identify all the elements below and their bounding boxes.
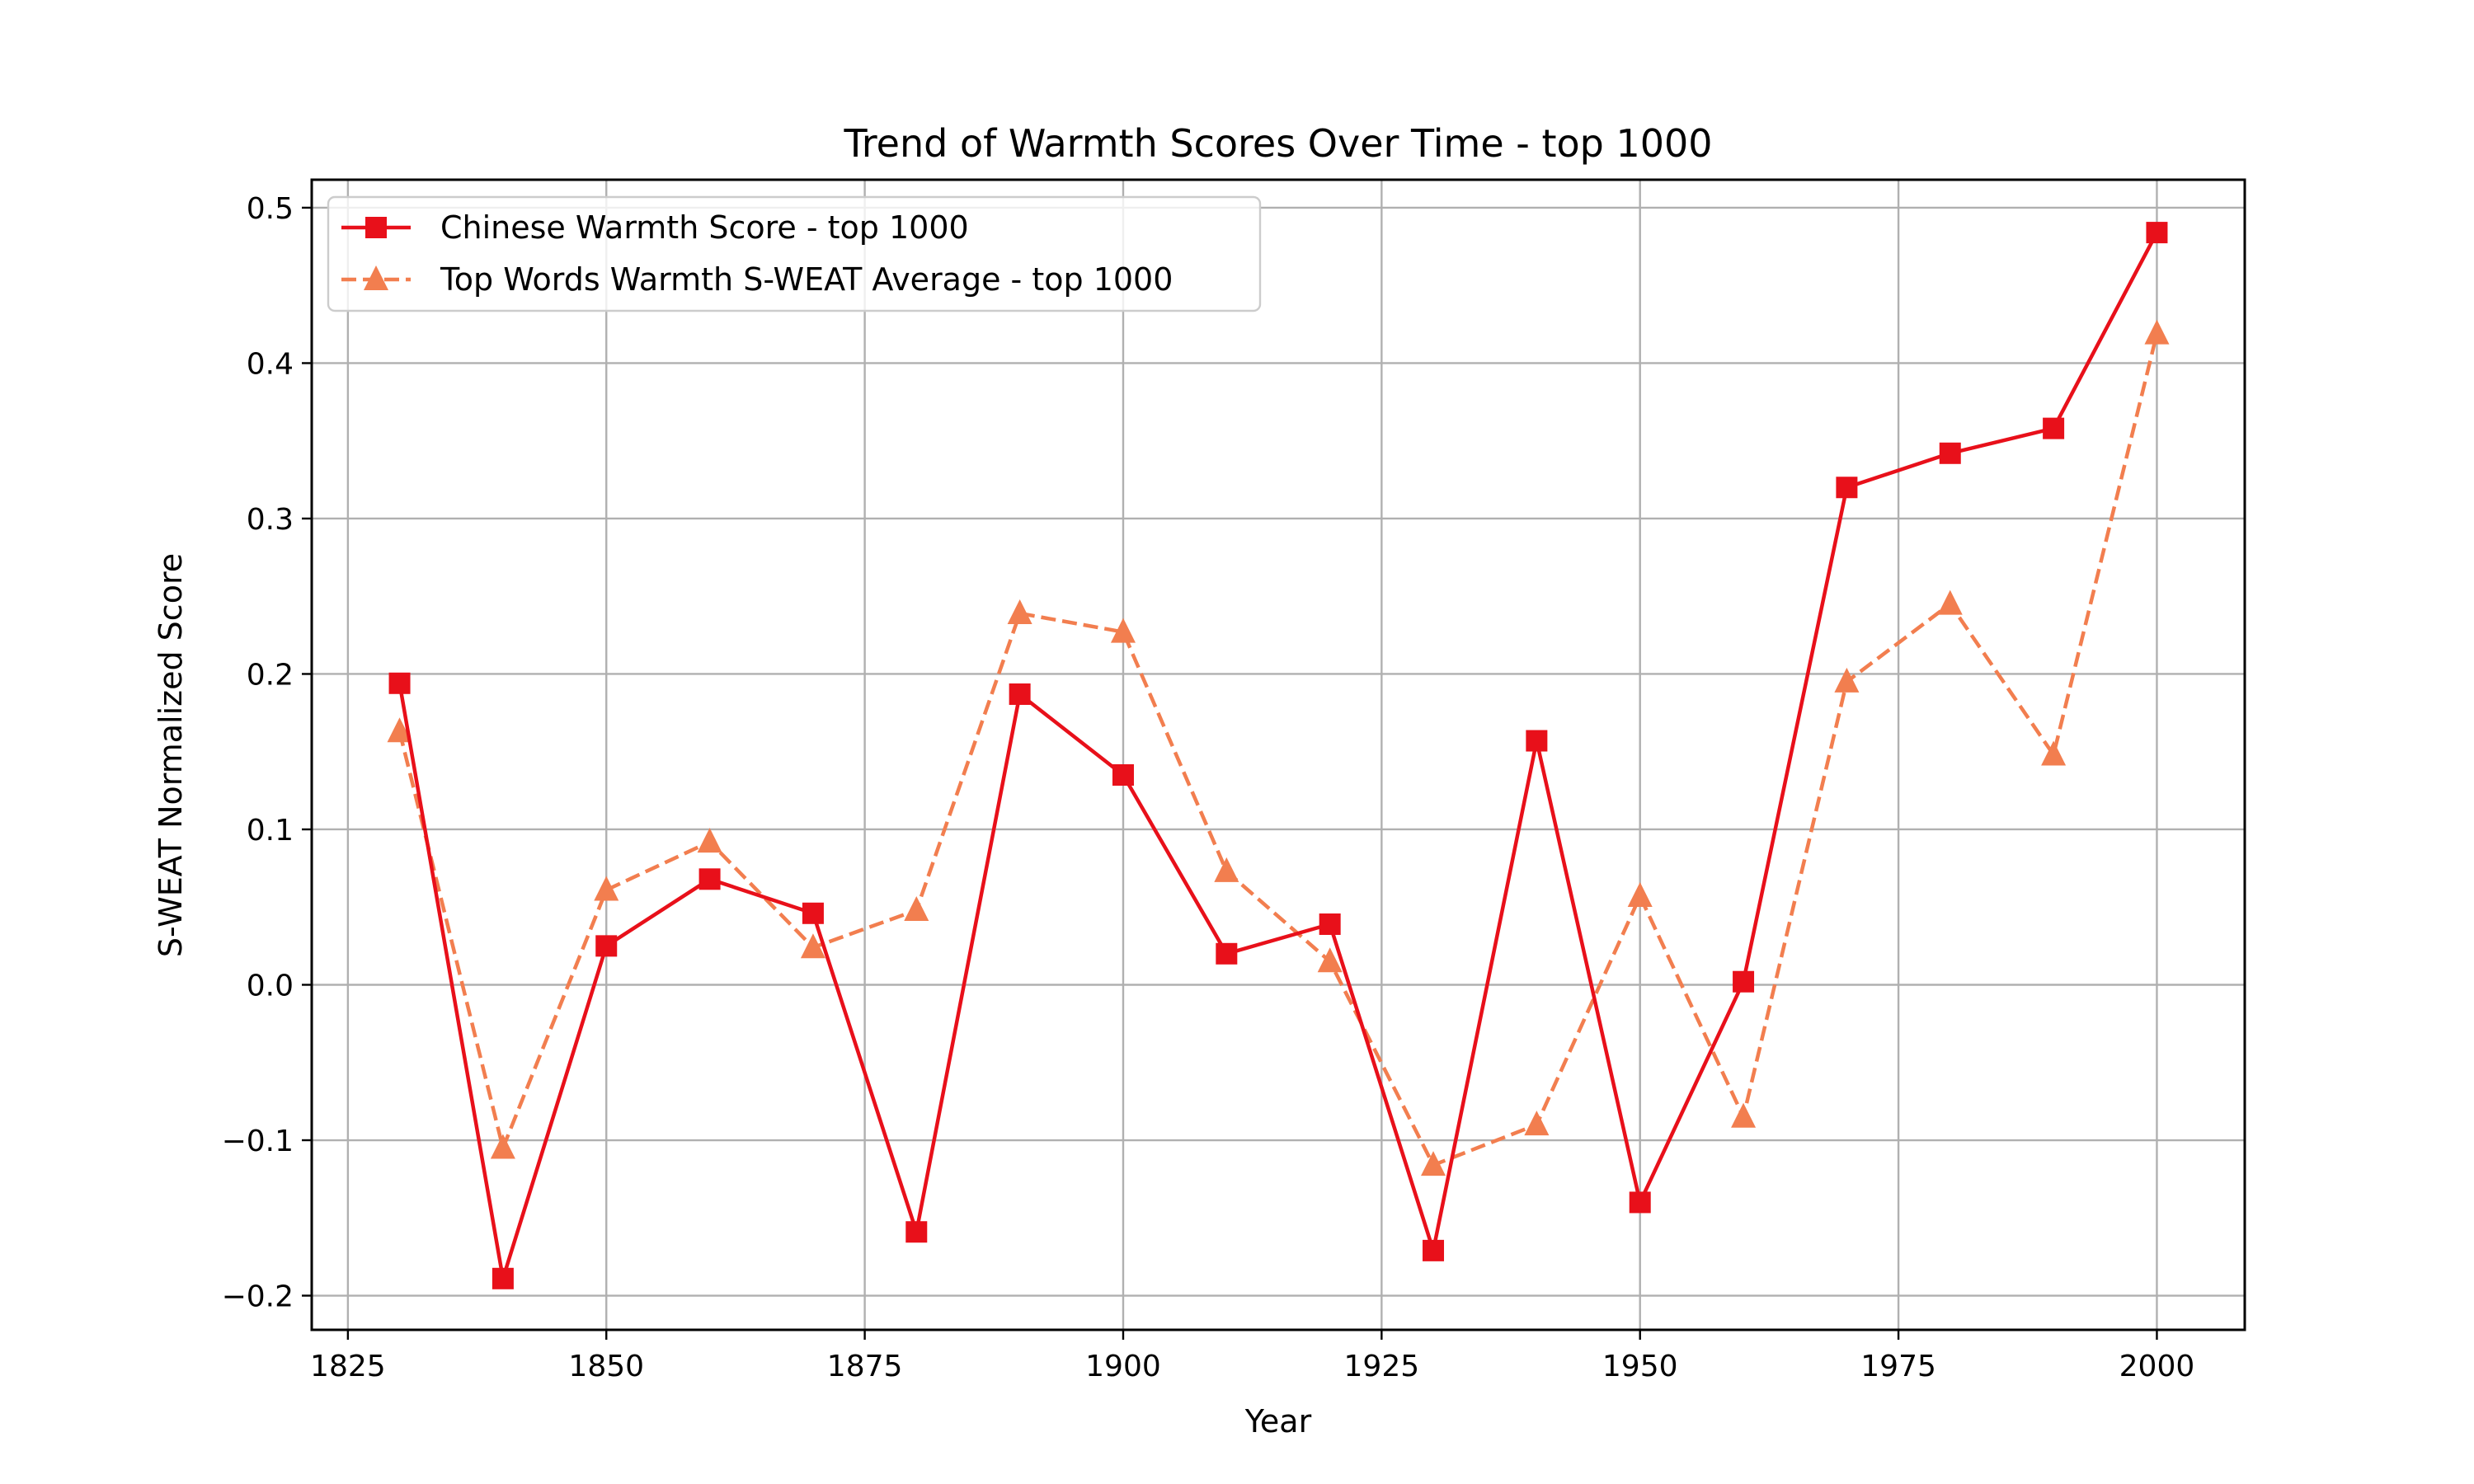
axis-ticks: 1825 1850 1875 1900 1925 1950 1975 2000 −0.2 −0.1… [222,192,2195,1383]
series-2 [387,319,2170,1176]
data-point [1216,942,1238,965]
data-point [904,896,929,922]
x-tick-label: 2000 [2119,1350,2195,1383]
data-point [492,1267,514,1289]
chart-title: Trend of Warmth Scores Over Time - top 1… [843,121,1712,166]
data-point [1319,913,1341,935]
x-tick-label: 1900 [1085,1350,1161,1383]
series-line [397,333,2159,1167]
data-point [800,933,825,959]
data-point [1214,857,1239,882]
x-tick-label: 1925 [1344,1350,1420,1383]
y-tick-label: 0.3 [247,503,294,537]
data-point [1421,1151,1446,1176]
data-point [1007,599,1032,624]
y-tick-label: 0.2 [247,658,294,692]
data-point [490,1134,515,1159]
y-tick-label: 0.4 [247,347,294,381]
data-point [1629,1191,1651,1214]
plot-frame [310,178,2246,1331]
legend-label: Top Words Warmth S-WEAT Average - top 10… [440,261,1173,298]
y-tick-label: 0.5 [247,192,294,226]
legend-entry-1: Chinese Warmth Score - top 1000 [341,209,969,246]
data-point [698,868,721,890]
grid [312,180,2245,1330]
data-point [1937,589,1963,615]
y-tick-label: 0.1 [247,814,294,848]
y-tick-label: 0.0 [247,970,294,1003]
data-point [1423,1239,1445,1261]
x-tick-label: 1875 [827,1350,903,1383]
data-point [802,902,824,924]
y-axis-label: S-WEAT Normalized Score [153,553,189,957]
data-point [1834,667,1860,693]
x-tick-label: 1975 [1860,1350,1936,1383]
x-axis-label: Year [1244,1403,1312,1439]
data-point [2043,417,2065,439]
data-point [2144,319,2170,345]
x-tick-label: 1850 [568,1350,644,1383]
data-point [1731,1102,1757,1128]
data-point [1733,970,1755,993]
series-layer [387,222,2170,1289]
data-point [1939,442,1961,464]
legend-box [327,195,1262,312]
data-point [595,935,618,957]
legend-swatch-marker [364,265,388,290]
series-line [397,232,2159,1281]
data-point [697,828,722,853]
data-point [1317,947,1343,973]
legend-entries: Chinese Warmth Score - top 1000 Top Words… [341,209,1173,298]
legend-entry-2: Top Words Warmth S-WEAT Average - top 10… [341,261,1173,298]
data-point [2041,740,2067,766]
data-point [1627,882,1653,908]
data-point [388,672,411,694]
data-point [594,876,619,901]
x-tick-label: 1950 [1602,1350,1678,1383]
y-tick-label: −0.1 [222,1125,294,1158]
data-point [1112,764,1134,787]
legend: Chinese Warmth Score - top 1000 Top Words… [327,195,1262,312]
data-point [1524,1111,1550,1136]
legend-swatch-marker [365,217,387,238]
data-point [2146,222,2168,244]
data-point [1526,730,1548,752]
series-1 [388,222,2168,1289]
data-point [1110,618,1136,643]
data-point [1836,477,1858,499]
x-tick-label: 1825 [310,1350,386,1383]
y-tick-label: −0.2 [222,1280,294,1314]
data-point [905,1221,928,1243]
legend-label: Chinese Warmth Score - top 1000 [440,209,969,246]
data-point [387,717,412,743]
data-point [1009,683,1031,705]
